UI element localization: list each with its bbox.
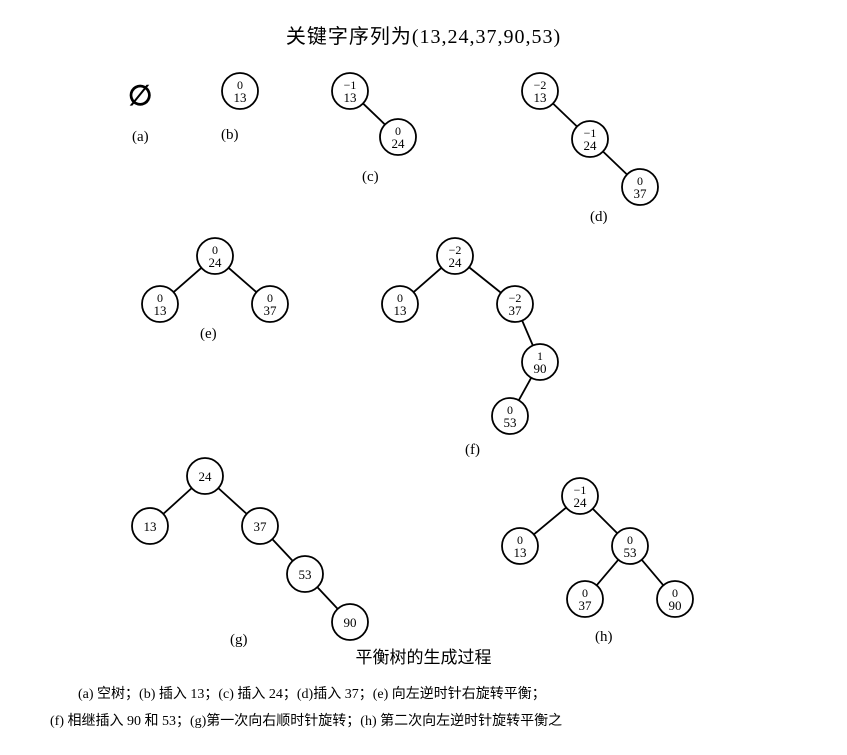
tree-node: 13 (132, 508, 168, 544)
tree-node: 053 (612, 528, 648, 564)
tree-edge (272, 539, 292, 561)
panel-f: −224 013 −237 190 053 (f) (370, 234, 610, 474)
node-key: 53 (299, 567, 312, 582)
panel-d: −213 −124 037 (d) (510, 69, 680, 249)
tree-node: 90 (332, 604, 368, 640)
tree-node: −113 (332, 73, 368, 109)
tree-edge (593, 509, 618, 534)
node-key: 13 (234, 90, 247, 105)
tree-edge (363, 103, 385, 124)
tree-edge (174, 268, 202, 292)
node-key: 24 (209, 255, 223, 270)
empty-set-icon: ∅ (128, 79, 152, 113)
panel-label: (g) (230, 632, 248, 649)
tree-edge (317, 587, 337, 609)
tree-node: −224 (437, 238, 473, 274)
tree-node: 190 (522, 344, 558, 380)
node-key: 13 (144, 519, 157, 534)
tree-node: 013 (382, 286, 418, 322)
legend-line: (a) 空树；(b) 插入 13；(c) 插入 24；(d)插入 37；(e) … (50, 682, 797, 709)
node-key: 13 (534, 90, 547, 105)
tree-edge (603, 151, 627, 174)
tree-node: −213 (522, 73, 558, 109)
node-key: 90 (534, 361, 547, 376)
node-key: 24 (449, 255, 463, 270)
tree-node: 024 (380, 119, 416, 155)
tree-node: 037 (622, 169, 658, 205)
node-key: 24 (574, 495, 588, 510)
page-title: 关键字序列为(13,24,37,90,53) (20, 20, 827, 49)
tree-node: −237 (497, 286, 533, 322)
tree-node: 013 (142, 286, 178, 322)
panel-label: (a) (132, 129, 149, 146)
tree-node: 37 (242, 508, 278, 544)
panel-e: 024 013 037 (e) (130, 234, 310, 364)
node-key: 13 (514, 545, 527, 560)
node-key: 13 (394, 303, 407, 318)
node-key: 24 (199, 469, 213, 484)
panel-label: (f) (465, 442, 480, 459)
diagram-area: ∅(a)013(b)−113024(c)−213−124037(d)024013… (20, 59, 827, 639)
node-key: 13 (154, 303, 167, 318)
node-key: 53 (624, 545, 637, 560)
tree-edge (553, 103, 577, 126)
node-key: 90 (344, 615, 357, 630)
tree-edge (163, 488, 191, 514)
panel-h: −124 013 053037 090 (h) (470, 474, 720, 654)
tree-node: 053 (492, 398, 528, 434)
panel-label: (b) (221, 127, 239, 144)
panel-a: ∅ (a) (120, 79, 180, 159)
tree-node: −124 (572, 121, 608, 157)
node-key: 53 (504, 415, 517, 430)
tree-node: 037 (567, 581, 603, 617)
node-key: 37 (254, 519, 268, 534)
tree-node: 037 (252, 286, 288, 322)
panel-label: (e) (200, 326, 217, 343)
node-key: 24 (584, 138, 598, 153)
node-key: 37 (509, 303, 523, 318)
tree-edge (229, 268, 257, 292)
panel-label: (d) (590, 209, 608, 226)
panel-c: −113 024(c) (320, 69, 440, 199)
panel-label: (h) (595, 629, 613, 646)
tree-node: 24 (187, 458, 223, 494)
panel-label: (c) (362, 169, 379, 186)
panel-b: 013 (b) (210, 69, 270, 159)
legend: (a) 空树；(b) 插入 13；(c) 插入 24；(d)插入 37；(e) … (20, 682, 827, 735)
tree-edge (519, 378, 532, 401)
tree-edge (218, 488, 246, 514)
tree-edge (469, 267, 501, 293)
legend-line: (f) 相继插入 90 和 53；(g)第一次向右顺时针旋转；(h) 第二次向左… (50, 709, 797, 736)
tree-edge (522, 321, 533, 346)
tree-node: 090 (657, 581, 693, 617)
node-key: 37 (579, 598, 593, 613)
tree-edge (414, 268, 442, 292)
tree-node: 013 (502, 528, 538, 564)
node-key: 24 (392, 136, 406, 151)
tree-node: 53 (287, 556, 323, 592)
node-key: 37 (264, 303, 278, 318)
node-key: 90 (669, 598, 682, 613)
tree-node: 013 (222, 73, 258, 109)
tree-edge (597, 560, 619, 586)
panel-g: 24 13 37 53 90 (g) (125, 454, 385, 654)
node-key: 37 (634, 186, 648, 201)
node-key: 13 (344, 90, 357, 105)
tree-edge (534, 508, 566, 535)
tree-node: −124 (562, 478, 598, 514)
tree-node: 024 (197, 238, 233, 274)
tree-edge (642, 560, 664, 586)
